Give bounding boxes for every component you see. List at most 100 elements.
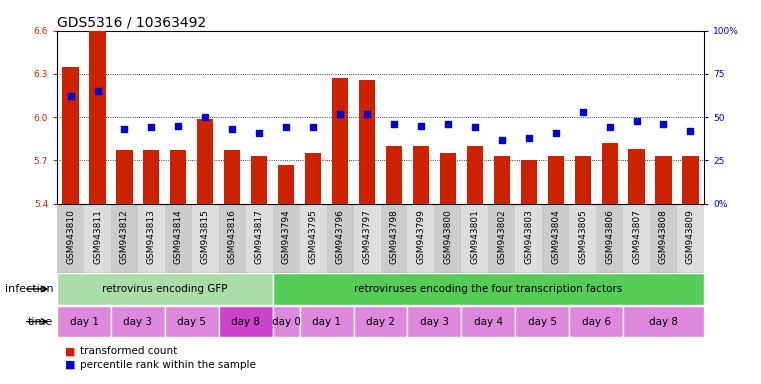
Point	[469, 124, 481, 131]
Text: retroviruses encoding the four transcription factors: retroviruses encoding the four transcrip…	[354, 284, 622, 294]
Bar	[655, 156, 672, 204]
Bar	[138, 204, 165, 273]
Text: GSM943817: GSM943817	[255, 209, 264, 264]
Text: GSM943797: GSM943797	[362, 209, 371, 264]
Bar	[90, 31, 106, 204]
Bar	[407, 306, 461, 337]
Bar	[111, 204, 138, 273]
Bar	[601, 143, 618, 204]
Bar	[623, 306, 704, 337]
Bar	[435, 204, 461, 273]
Point	[577, 109, 589, 115]
Bar	[62, 67, 78, 204]
Bar	[326, 204, 354, 273]
Point	[334, 111, 346, 117]
Text: GSM943814: GSM943814	[174, 209, 183, 264]
Point	[226, 126, 238, 132]
Bar	[521, 161, 537, 204]
Bar	[246, 204, 272, 273]
Bar	[569, 306, 623, 337]
Text: ■: ■	[65, 360, 75, 370]
Text: GSM943815: GSM943815	[201, 209, 210, 264]
Bar	[224, 150, 240, 204]
Point	[253, 129, 266, 136]
Bar	[57, 273, 272, 305]
Point	[495, 136, 508, 142]
Text: day 3: day 3	[420, 316, 449, 327]
Point	[658, 121, 670, 127]
Bar	[461, 204, 489, 273]
Text: GSM943803: GSM943803	[524, 209, 533, 264]
Text: GSM943808: GSM943808	[659, 209, 668, 264]
Point	[361, 111, 373, 117]
Text: day 1: day 1	[69, 316, 98, 327]
Point	[91, 88, 103, 94]
Point	[388, 121, 400, 127]
Bar	[165, 306, 219, 337]
Text: day 4: day 4	[474, 316, 503, 327]
Bar	[623, 204, 650, 273]
Bar	[489, 204, 515, 273]
Text: day 8: day 8	[649, 316, 678, 327]
Text: day 1: day 1	[312, 316, 341, 327]
Bar	[569, 204, 596, 273]
Bar	[412, 146, 429, 204]
Text: GSM943796: GSM943796	[336, 209, 345, 264]
Text: ■: ■	[65, 346, 75, 356]
Text: day 6: day 6	[581, 316, 610, 327]
Text: day 8: day 8	[231, 316, 260, 327]
Bar	[272, 273, 704, 305]
Text: GSM943811: GSM943811	[93, 209, 102, 264]
Point	[119, 126, 131, 132]
Bar	[515, 204, 543, 273]
Text: GSM943809: GSM943809	[686, 209, 695, 264]
Text: percentile rank within the sample: percentile rank within the sample	[80, 360, 256, 370]
Bar	[386, 146, 402, 204]
Bar	[515, 306, 569, 337]
Text: GSM943806: GSM943806	[605, 209, 614, 264]
Text: GSM943810: GSM943810	[66, 209, 75, 264]
Bar	[683, 156, 699, 204]
Bar	[300, 306, 354, 337]
Bar	[380, 204, 407, 273]
Bar	[165, 204, 192, 273]
Bar	[197, 119, 213, 204]
Text: GSM943813: GSM943813	[147, 209, 156, 264]
Point	[145, 124, 158, 131]
Text: GSM943812: GSM943812	[120, 209, 129, 264]
Bar	[300, 204, 326, 273]
Point	[307, 124, 319, 131]
Text: GSM943800: GSM943800	[444, 209, 452, 264]
Bar	[116, 150, 132, 204]
Bar	[440, 153, 456, 204]
Bar	[677, 204, 704, 273]
Text: day 2: day 2	[366, 316, 395, 327]
Point	[280, 124, 292, 131]
Point	[549, 129, 562, 136]
Text: GSM943807: GSM943807	[632, 209, 641, 264]
Point	[684, 128, 696, 134]
Text: GSM943798: GSM943798	[390, 209, 399, 264]
Point	[603, 124, 616, 131]
Bar	[543, 204, 569, 273]
Text: infection: infection	[5, 284, 53, 294]
Bar	[575, 156, 591, 204]
Bar	[494, 156, 510, 204]
Bar	[111, 306, 165, 337]
Text: GDS5316 / 10363492: GDS5316 / 10363492	[57, 16, 206, 30]
Text: transformed count: transformed count	[80, 346, 177, 356]
Text: retrovirus encoding GFP: retrovirus encoding GFP	[102, 284, 228, 294]
Text: day 0: day 0	[272, 316, 301, 327]
Bar	[548, 156, 564, 204]
Bar	[143, 150, 160, 204]
Text: GSM943799: GSM943799	[416, 209, 425, 264]
Bar	[650, 204, 677, 273]
Text: day 3: day 3	[123, 316, 152, 327]
Bar	[278, 165, 295, 204]
Text: GSM943801: GSM943801	[470, 209, 479, 264]
Bar	[251, 156, 267, 204]
Bar	[170, 150, 186, 204]
Point	[442, 121, 454, 127]
Text: day 5: day 5	[527, 316, 557, 327]
Text: GSM943804: GSM943804	[551, 209, 560, 264]
